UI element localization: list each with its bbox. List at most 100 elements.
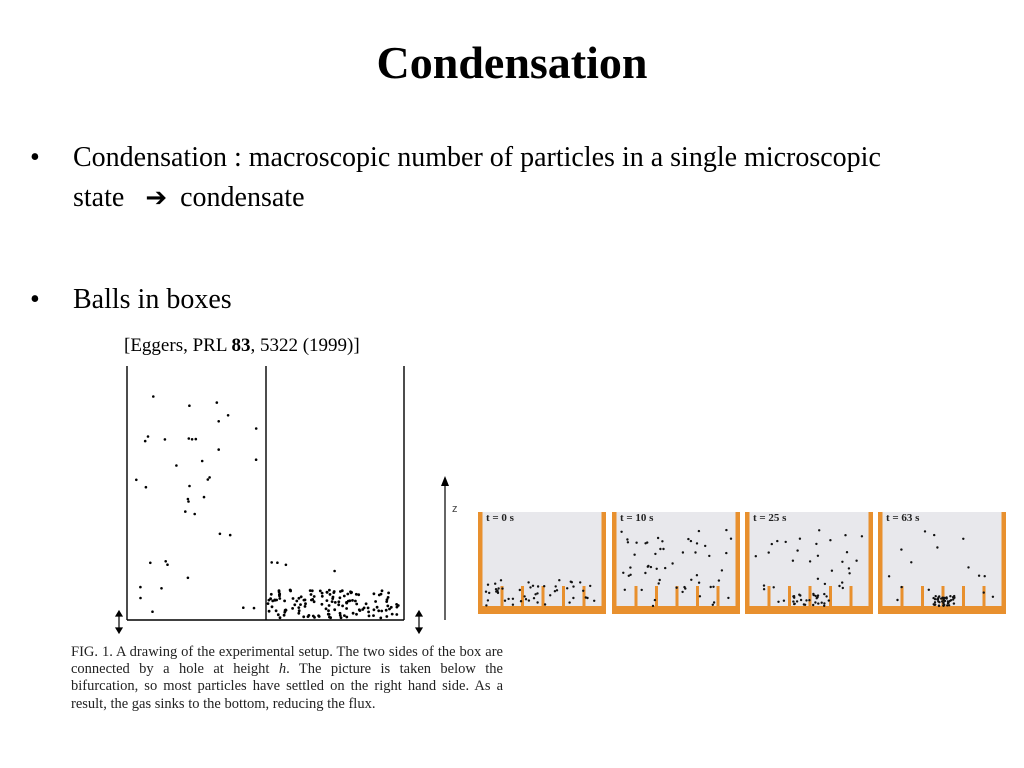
particle [395, 613, 399, 616]
particle [825, 595, 828, 598]
particle [267, 609, 271, 613]
particle [271, 599, 275, 603]
particle [927, 588, 930, 591]
particle [375, 605, 379, 609]
particle [937, 596, 940, 599]
particle [553, 590, 557, 593]
particle [681, 551, 685, 554]
particle [524, 598, 528, 601]
particle [841, 586, 844, 590]
particle [351, 599, 354, 602]
particle [374, 600, 377, 603]
photo-image [877, 512, 1007, 615]
particle [662, 547, 665, 551]
particle [725, 528, 728, 532]
particle [320, 602, 324, 606]
particle [754, 555, 757, 558]
particle [823, 602, 826, 605]
particle [395, 603, 398, 606]
particle [582, 589, 585, 592]
height-marker-left [114, 609, 124, 635]
particle [385, 615, 389, 618]
particle [494, 582, 497, 585]
particle [952, 598, 955, 601]
particle [184, 510, 187, 513]
particle [646, 565, 649, 568]
particle [367, 614, 371, 618]
particle [333, 601, 337, 604]
bullet-text: Balls in boxes [73, 284, 232, 315]
height-marker-right [414, 609, 424, 635]
particle [395, 605, 399, 609]
particle [704, 544, 707, 548]
particle [330, 600, 334, 603]
particle [291, 597, 295, 600]
citation-prefix: [Eggers, PRL [124, 335, 232, 356]
particle [815, 597, 818, 600]
particle [812, 592, 815, 596]
particle [818, 529, 821, 532]
particle [782, 599, 786, 602]
particle [942, 601, 945, 604]
particle [320, 594, 324, 598]
particle [202, 495, 206, 499]
particle [953, 594, 956, 598]
particle [385, 598, 389, 601]
photo-image [611, 512, 741, 615]
photo-time-label: t = 10 s [620, 512, 654, 524]
particle [887, 575, 891, 578]
particle [817, 602, 820, 605]
particle [934, 603, 937, 606]
particle [144, 485, 148, 489]
particle [943, 603, 946, 607]
particle [671, 562, 674, 565]
particle [299, 595, 303, 599]
particle [952, 602, 956, 605]
particle [936, 546, 939, 549]
slide-title: Condensation [376, 37, 648, 88]
particle [536, 592, 539, 595]
particle [830, 569, 834, 572]
particle [386, 596, 390, 599]
particle [943, 596, 946, 600]
particle [149, 561, 152, 565]
particle [627, 574, 630, 577]
particle [841, 560, 844, 563]
particle [187, 437, 191, 440]
particle [711, 603, 714, 606]
particle [308, 589, 312, 592]
particle [372, 614, 375, 617]
particle [694, 551, 697, 554]
particle [486, 583, 490, 586]
particle [345, 615, 349, 619]
particle [328, 593, 332, 596]
particle [991, 595, 995, 598]
caption-text-2: . The picture is taken below the bifurca… [71, 661, 503, 712]
particle [366, 606, 370, 610]
particle [855, 559, 858, 562]
particle [486, 599, 490, 602]
particle [838, 584, 841, 588]
bullet-text: Condensation : macroscopic number of par… [73, 138, 930, 218]
particle [698, 595, 702, 598]
photo-frame: t = 0 s [477, 510, 607, 615]
particle [390, 612, 394, 616]
particle [351, 611, 355, 615]
particle [536, 585, 540, 588]
particle [816, 577, 820, 580]
bullet-definition: Condensation : macroscopic number of par… [73, 142, 881, 213]
particle [622, 571, 625, 574]
citation-volume: 83 [231, 335, 251, 356]
particle [284, 563, 288, 567]
particle [273, 598, 277, 602]
particle [947, 604, 951, 607]
particle [795, 600, 799, 603]
particle [568, 601, 571, 604]
particle [187, 500, 190, 503]
particle [933, 533, 936, 537]
particle [527, 581, 530, 584]
particle [215, 401, 219, 404]
particle [949, 595, 952, 598]
particle [934, 595, 937, 598]
particle [683, 585, 686, 589]
